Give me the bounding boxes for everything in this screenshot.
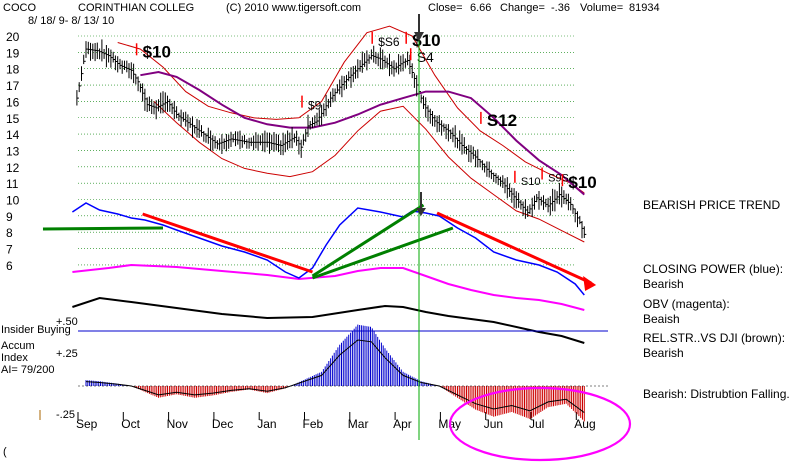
green-trend-up-1 (311, 203, 425, 278)
volume-value: 81934 (629, 2, 660, 14)
price-grid (78, 35, 575, 266)
x-tick-label: Jan (257, 417, 276, 431)
y-tick-label: 19 (6, 46, 20, 60)
moving-average (140, 70, 585, 196)
red-trend-arrowhead (583, 276, 597, 291)
x-tick-label: Jun (484, 417, 503, 431)
insider-buying-label: Insider Buying (1, 324, 71, 336)
change-label: Change= (500, 2, 545, 14)
y-tick-label: 11 (6, 177, 19, 191)
price-bars (76, 39, 587, 239)
green-trend-up-2 (311, 226, 454, 280)
lower-band (153, 101, 585, 243)
ai-plus25-label: +.25 (56, 348, 78, 360)
ticker: COCO (3, 2, 36, 14)
y-tick-label: 16 (6, 95, 20, 109)
x-tick-label: Aug (574, 417, 595, 431)
accum-average-line (85, 339, 585, 414)
signal-label: S9S (548, 173, 569, 185)
y-tick-label: 9 (6, 210, 13, 224)
y-tick-label: 13 (6, 144, 20, 158)
y-tick-label: 14 (6, 128, 20, 142)
x-tick-label: Apr (393, 417, 412, 431)
x-tick-label: Feb (303, 417, 324, 431)
obv-value: Beaish (643, 312, 680, 326)
red-trend-down-2 (436, 211, 592, 285)
close-value: 6.66 (470, 2, 491, 14)
rel-strength-line (72, 296, 585, 344)
company-name: CORINTHIAN COLLEG (78, 2, 194, 14)
price-trend-note: BEARISH PRICE TREND (643, 198, 781, 212)
accum-label-1: Accum (1, 340, 35, 352)
x-tick-label: Sep (76, 417, 98, 431)
signal-label: $10 (143, 42, 171, 61)
green-trend-sep (42, 226, 164, 231)
obv-title: OBV (magenta): (643, 297, 730, 311)
relstr-title: REL.STR..VS DJI (brown): (643, 331, 786, 345)
y-tick-label: 15 (6, 112, 20, 126)
red-trend-down-1 (142, 212, 313, 274)
x-tick-label: Nov (167, 417, 188, 431)
y-tick-label: 17 (6, 79, 20, 93)
obv-line (72, 263, 585, 311)
x-tick-label: Mar (348, 417, 369, 431)
volume-label: Volume= (580, 2, 623, 14)
ai-plus50-label: +.50 (56, 316, 78, 328)
price-axis: 20 19 18 17 16 15 14 13 12 11 10 9 8 7 6 (6, 30, 20, 273)
signal-label: $9 (308, 99, 322, 113)
y-tick-label: 7 (6, 243, 13, 257)
april-arrow-head (414, 32, 424, 41)
distribution-highlight (448, 386, 632, 462)
y-tick-label: 12 (6, 161, 20, 175)
date-range: 8/ 18/ 9- 8/ 13/ 10 (28, 15, 114, 27)
distribution-note: Bearish: Distrubtion Falling. (643, 387, 790, 401)
close-label: Close= (428, 2, 463, 14)
footer-mark: ( (3, 446, 7, 458)
price-bands (117, 25, 585, 243)
ai-minus25-label: -.25 (56, 409, 75, 421)
y-tick-label: 20 (6, 30, 20, 44)
x-tick-label: Jul (529, 417, 544, 431)
signal-label: $10 (568, 173, 596, 192)
signal-label: S12 (487, 111, 517, 130)
closing-power-title: CLOSING POWER (blue): (643, 262, 784, 276)
change-value: -.36 (551, 2, 570, 14)
y-tick-label: 8 (6, 226, 13, 240)
copyright: (C) 2010 www.tigersoft.com (226, 2, 361, 14)
upper-band (117, 25, 585, 194)
x-tick-label: Dec (212, 417, 233, 431)
month-axis: Sep Oct Nov Dec Jan Feb Mar Apr May Jun Jul Aug (76, 412, 596, 431)
y-tick-label: 6 (6, 259, 13, 273)
x-tick-label: Oct (121, 417, 140, 431)
y-tick-label: 18 (6, 63, 20, 77)
accum-label-2: Index (1, 352, 28, 364)
trend-lines (42, 203, 597, 291)
relstr-value: Bearish (643, 346, 684, 360)
accum-ai-value: AI= 79/200 (1, 364, 55, 376)
closing-power-value: Bearish (643, 277, 684, 291)
signal-label: S4 (417, 49, 434, 65)
april-cp-arrow-head (416, 208, 426, 216)
indicator-lines (71, 202, 585, 344)
accumulation-histogram (85, 324, 585, 422)
signal-label: $S6 (378, 35, 400, 49)
closing-power-line (71, 202, 585, 296)
signal-label: S10 (521, 176, 541, 188)
y-tick-label: 10 (6, 194, 20, 208)
